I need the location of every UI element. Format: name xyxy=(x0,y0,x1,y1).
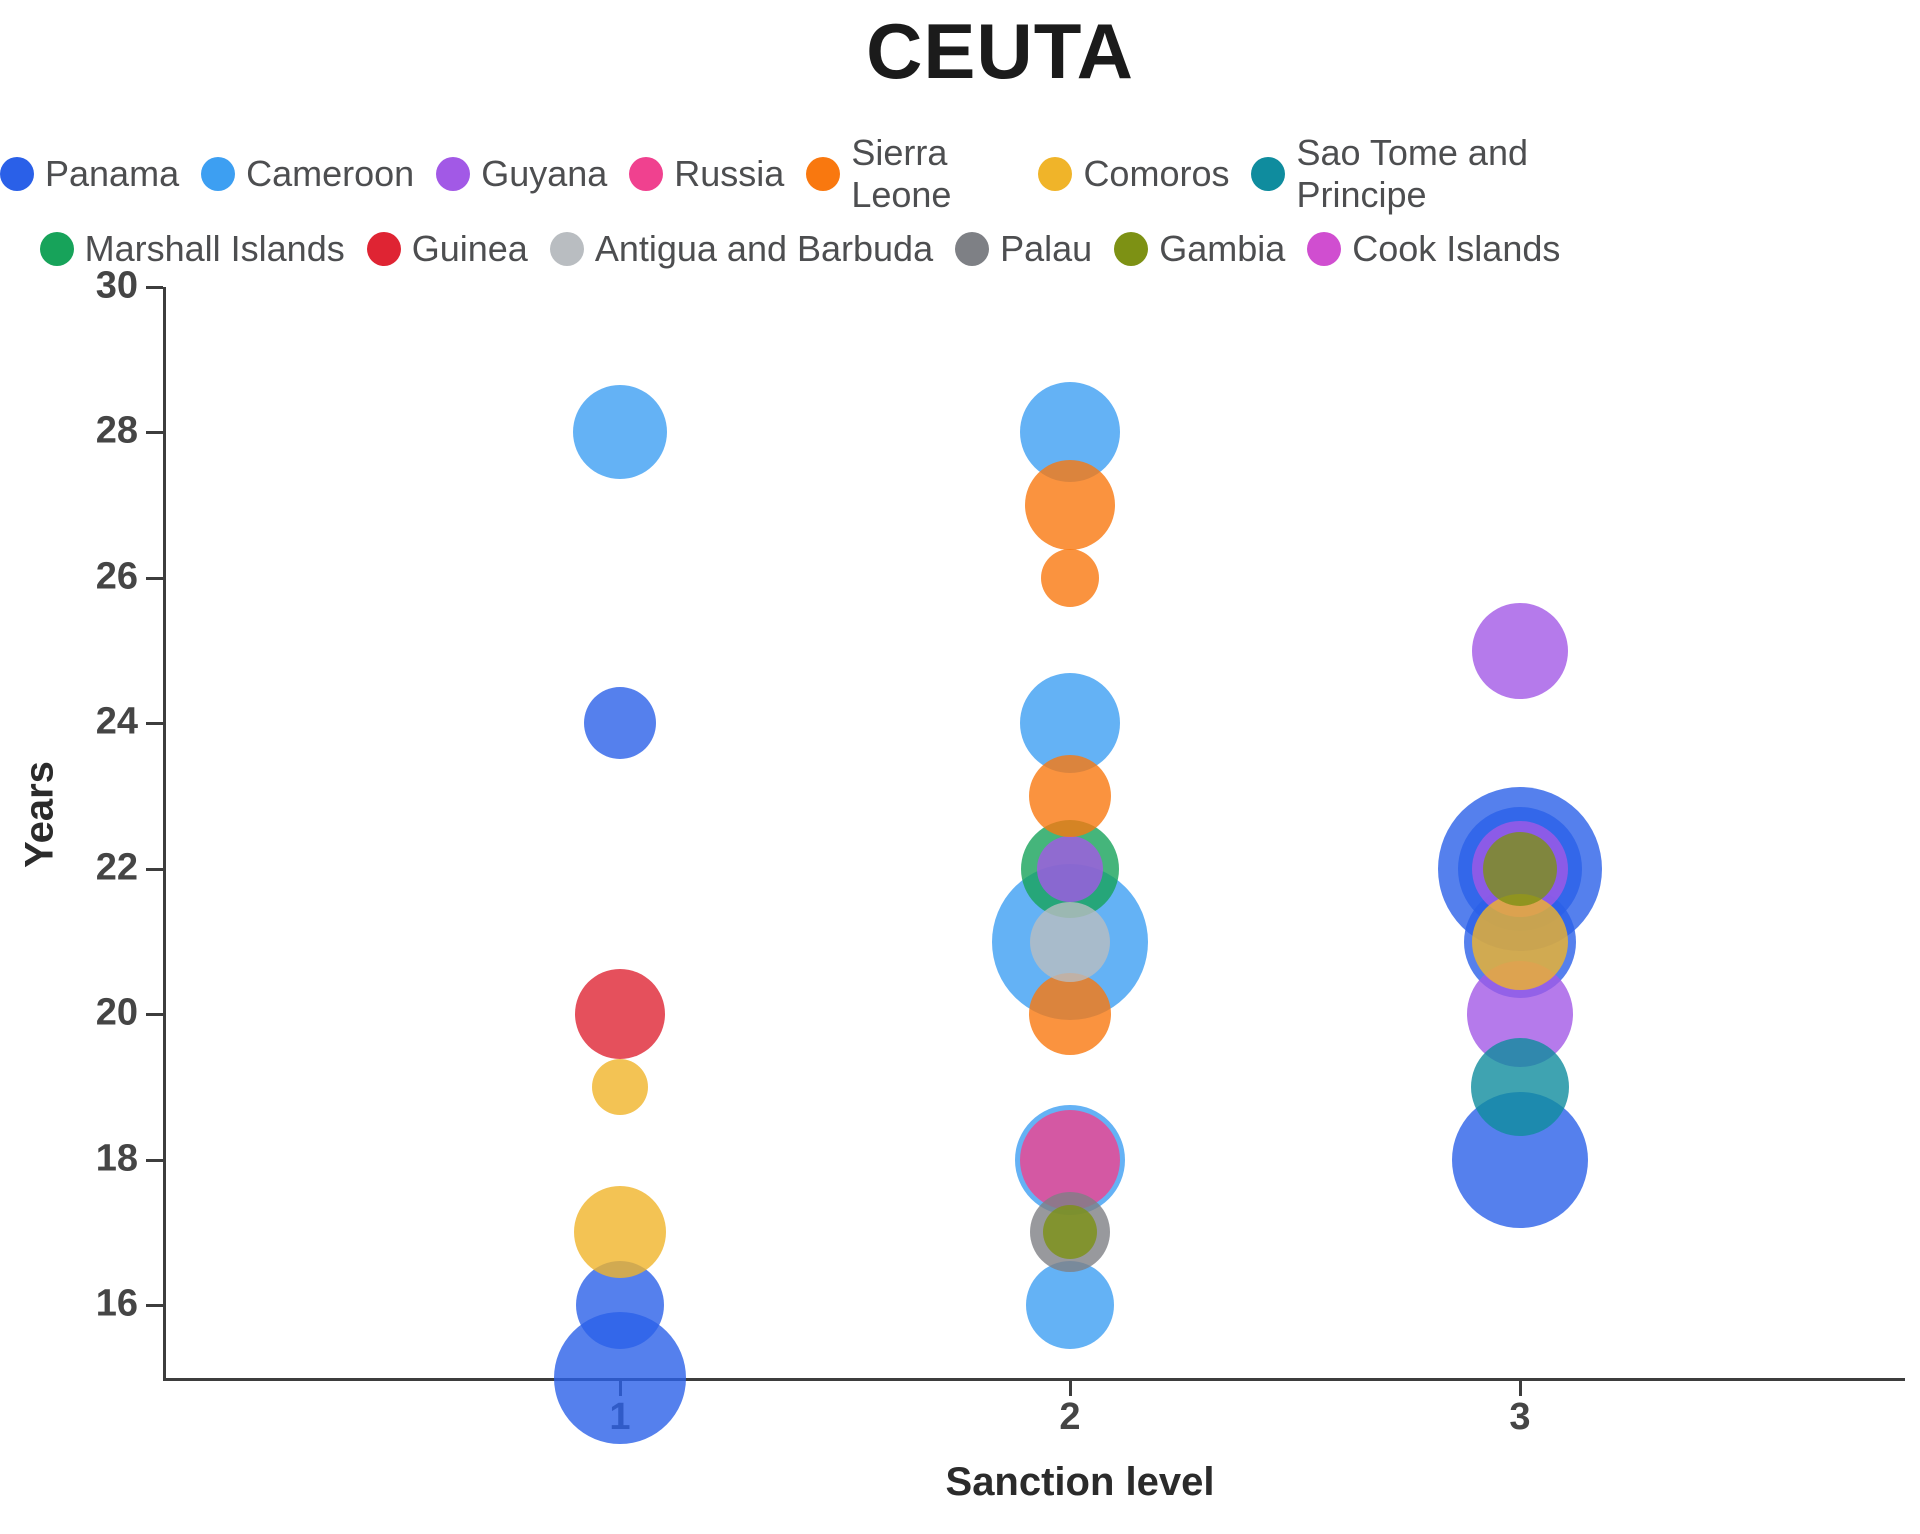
legend-swatch-sierra-leone xyxy=(806,157,841,191)
legend-swatch-russia xyxy=(629,157,664,191)
bubble-gambia[interactable] xyxy=(1483,831,1557,906)
legend-item-cameroon[interactable]: Cameroon xyxy=(201,153,414,195)
legend-item-label: Sierra Leone xyxy=(851,132,952,215)
x-axis-line xyxy=(163,1377,1905,1381)
legend-swatch-panama xyxy=(0,157,34,191)
legend-item-gambia[interactable]: Gambia xyxy=(1114,228,1285,270)
legend-item-label: Cameroon xyxy=(246,153,415,194)
bubble-guyana[interactable] xyxy=(1037,835,1103,902)
y-tick-18 xyxy=(146,1158,163,1162)
legend-item-label: Comoros xyxy=(1083,153,1230,194)
legend-swatch-antigua-and-barbuda xyxy=(549,232,584,266)
bubble-cameroon[interactable] xyxy=(573,385,667,480)
legend-item-label: Gambia xyxy=(1159,228,1286,269)
y-tick-label-30: 30 xyxy=(95,264,138,307)
bubble-comoros[interactable] xyxy=(574,1186,666,1279)
legend-item-cook-islands[interactable]: Cook Islands xyxy=(1307,228,1560,270)
bubble-comoros[interactable] xyxy=(1472,893,1568,990)
y-tick-label-26: 26 xyxy=(95,555,138,598)
legend-swatch-sao-tome-and-principe xyxy=(1251,157,1286,191)
legend-item-label: Antigua and Barbuda xyxy=(594,228,934,269)
legend-swatch-guyana xyxy=(436,157,471,191)
y-tick-label-24: 24 xyxy=(95,701,138,744)
legend-swatch-cameroon xyxy=(201,157,236,191)
legend-row-2: Marshall Islands Guinea Antigua and Barbud… xyxy=(39,228,1560,270)
x-tick-label-2: 2 xyxy=(1059,1396,1081,1438)
bubble-sao-tome-and-principe[interactable] xyxy=(1471,1038,1569,1137)
legend-item-comoros[interactable]: Comoros xyxy=(1038,153,1229,195)
bubble-antigua-and-barbuda[interactable] xyxy=(1030,901,1110,982)
legend-item-label: Panama xyxy=(45,153,180,194)
y-tick-label-18: 18 xyxy=(95,1137,138,1180)
legend-item-marshall-islands[interactable]: Marshall Islands xyxy=(39,228,345,270)
y-tick-30 xyxy=(146,286,163,289)
x-tick-label-3: 3 xyxy=(1509,1396,1531,1438)
y-tick-22 xyxy=(146,867,163,871)
x-tick-2 xyxy=(1069,1380,1072,1396)
x-tick-3 xyxy=(1519,1380,1522,1396)
legend-swatch-gambia xyxy=(1114,232,1149,266)
bubble-sierra-leone[interactable] xyxy=(1025,460,1115,551)
legend-item-antigua-and-barbuda[interactable]: Antigua and Barbuda xyxy=(549,228,934,270)
legend-item-label: Marshall Islands xyxy=(84,228,345,269)
legend-swatch-guinea xyxy=(366,232,401,266)
bubble-gambia[interactable] xyxy=(1043,1205,1097,1260)
legend-swatch-palau xyxy=(955,232,990,266)
y-tick-label-16: 16 xyxy=(95,1282,138,1325)
bubble-sierra-leone[interactable] xyxy=(1029,755,1111,838)
bubble-panama[interactable] xyxy=(554,1311,686,1444)
legend-item-label: Guyana xyxy=(481,153,608,194)
legend-item-label: Russia xyxy=(674,153,785,194)
y-tick-label-20: 20 xyxy=(95,991,138,1034)
y-tick-16 xyxy=(146,1304,163,1308)
legend-swatch-comoros xyxy=(1038,157,1073,191)
y-tick-24 xyxy=(146,722,163,726)
legend-item-label: Sao Tome and Principe xyxy=(1296,132,1528,215)
y-tick-label-22: 22 xyxy=(95,846,138,889)
legend-row-1: Panama Cameroon Guyana Russia Sierra Leone Co… xyxy=(0,132,1600,216)
legend-item-label: Palau xyxy=(1000,228,1093,269)
legend-item-guinea[interactable]: Guinea xyxy=(366,228,528,270)
bubble-comoros[interactable] xyxy=(592,1059,648,1116)
y-tick-26 xyxy=(146,576,163,580)
legend-item-label: Cook Islands xyxy=(1352,228,1561,269)
legend-item-sao-tome-and-principe[interactable]: Sao Tome and Principe xyxy=(1251,132,1600,216)
bubble-guyana[interactable] xyxy=(1472,602,1568,699)
legend-item-guyana[interactable]: Guyana xyxy=(436,153,607,195)
chart-legend: Panama Cameroon Guyana Russia Sierra Leone Co… xyxy=(0,132,1600,270)
legend-item-sierra-leone[interactable]: Sierra Leone xyxy=(806,132,1016,216)
legend-swatch-cook-islands xyxy=(1307,232,1342,266)
chart-title: CEUTA xyxy=(866,7,1134,95)
legend-swatch-marshall-islands xyxy=(39,232,74,266)
legend-item-panama[interactable]: Panama xyxy=(0,153,179,195)
y-axis-line xyxy=(163,287,166,1381)
legend-item-russia[interactable]: Russia xyxy=(629,153,784,195)
bubble-guinea[interactable] xyxy=(575,969,665,1060)
legend-item-palau[interactable]: Palau xyxy=(955,228,1092,270)
y-tick-20 xyxy=(146,1013,163,1017)
bubble-cameroon[interactable] xyxy=(1026,1261,1114,1350)
legend-item-label: Guinea xyxy=(411,228,528,269)
bubble-panama[interactable] xyxy=(584,687,656,760)
y-tick-label-28: 28 xyxy=(95,410,138,453)
y-tick-28 xyxy=(146,431,163,435)
x-axis-title: Sanction level xyxy=(945,1460,1215,1504)
bubble-sierra-leone[interactable] xyxy=(1029,973,1111,1056)
bubble-sierra-leone[interactable] xyxy=(1041,548,1099,607)
